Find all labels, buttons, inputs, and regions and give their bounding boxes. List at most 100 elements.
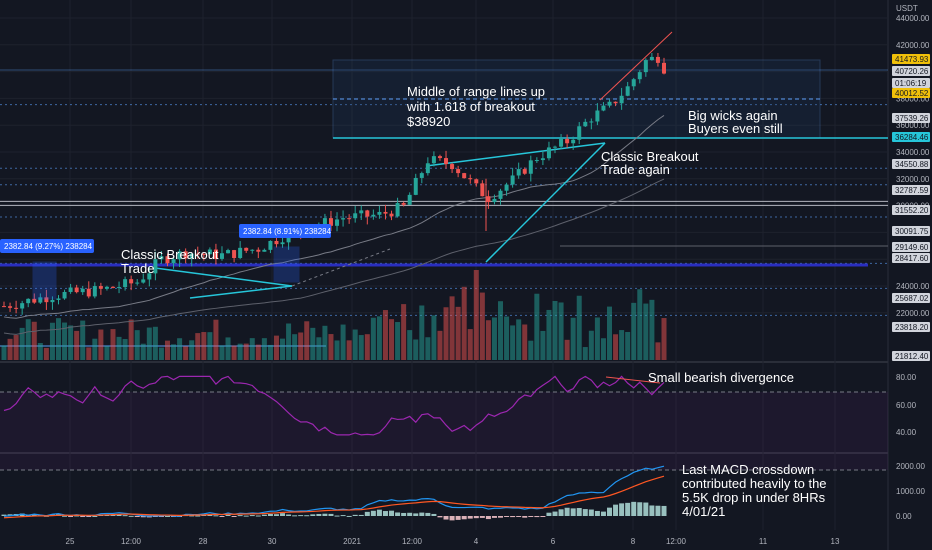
- candle-body: [643, 60, 648, 73]
- macd-histogram-bar: [110, 514, 116, 516]
- macd-histogram-bar: [600, 511, 606, 516]
- macd-histogram-bar: [558, 509, 564, 516]
- macd-histogram-bar: [310, 514, 316, 516]
- annotation-line: Classic Breakout: [601, 149, 699, 164]
- candle-body: [38, 297, 43, 303]
- candle-body: [492, 198, 497, 203]
- macd-histogram-bar: [116, 514, 122, 516]
- volume-bar: [219, 345, 225, 360]
- volume-bar: [370, 317, 376, 360]
- candle-body: [177, 251, 182, 260]
- annotation-line: Buyers even still: [688, 121, 783, 136]
- candle-body: [540, 158, 545, 161]
- volume-bar: [152, 326, 158, 360]
- volume-bar: [588, 330, 594, 360]
- price-tag-bg: [892, 132, 930, 142]
- candle-body: [250, 249, 255, 251]
- candle-body: [328, 218, 333, 226]
- volume-bar: [455, 306, 461, 360]
- volume-bar: [25, 319, 31, 360]
- macd-histogram-bar: [140, 516, 146, 518]
- measure-label-1[interactable]: 2382.84 (9.27%) 238284: [0, 239, 94, 253]
- volume-bar: [498, 301, 504, 360]
- macd-histogram-bar: [437, 516, 443, 518]
- time-tick-label: 8: [631, 537, 636, 546]
- candle-body: [371, 214, 376, 217]
- time-tick-label: 12:00: [666, 537, 687, 546]
- time-tick-label: 6: [551, 537, 556, 546]
- macd-histogram-bar: [637, 502, 643, 516]
- macd-histogram-bar: [619, 503, 625, 516]
- volume-bar: [62, 322, 68, 360]
- candle-body: [468, 178, 473, 180]
- time-tick-label: 12:00: [121, 537, 142, 546]
- price-tag-label: 01:06:19: [895, 79, 927, 88]
- macd-histogram-bar: [322, 513, 328, 516]
- trend-line-red: [599, 31, 673, 101]
- candle-body: [56, 298, 61, 300]
- measure-label-text: 2382.84 (8.91%) 238284: [243, 227, 332, 236]
- candle-body: [268, 240, 273, 250]
- candle-body: [565, 138, 570, 144]
- macd-histogram-bar: [613, 504, 619, 516]
- macd-histogram-bar: [631, 501, 637, 516]
- candle-body: [516, 169, 521, 176]
- volume-bar: [594, 317, 600, 360]
- macd-histogram-bar: [382, 511, 388, 516]
- volume-bar: [98, 329, 104, 360]
- volume-bar: [431, 315, 437, 360]
- volume-bar: [473, 270, 479, 360]
- measure-label-2[interactable]: 2382.84 (8.91%) 238284: [239, 224, 332, 238]
- macd-histogram-bar: [298, 515, 304, 517]
- volume-bar: [346, 340, 352, 360]
- rsi-tick-label: 60.00: [896, 401, 917, 410]
- macd-histogram-bar: [467, 516, 473, 519]
- macd-histogram-bar: [643, 502, 649, 516]
- signal-line: [3, 475, 665, 519]
- volume-bar: [146, 327, 152, 360]
- volume-bar: [86, 347, 92, 360]
- candle-body: [577, 126, 582, 140]
- macd-histogram-bar: [134, 516, 140, 517]
- candle-body: [213, 249, 218, 259]
- price-tag-label: 30091.75: [895, 227, 929, 236]
- volume-bar: [382, 310, 388, 360]
- candle-body: [631, 79, 636, 87]
- macd-histogram-bar: [195, 515, 201, 517]
- volume-bar: [340, 324, 346, 360]
- annotation-line: with 1.618 of breakout: [406, 99, 535, 114]
- divergence-line: [605, 376, 661, 384]
- candle-body: [474, 179, 479, 184]
- candle-body: [571, 139, 576, 144]
- rsi-line: [3, 375, 665, 436]
- price-tag-label: 36284.46: [895, 133, 929, 142]
- time-axis[interactable]: 25 12:00 28 30 2021 12:00 4 6 8 12:00 11 13: [66, 537, 840, 546]
- candle-body: [238, 247, 243, 258]
- candle-body: [662, 62, 666, 74]
- macd-histogram-bar: [510, 516, 516, 518]
- annotation-line: Big wicks again: [688, 108, 778, 123]
- volume-bar: [461, 286, 467, 360]
- macd-histogram-bar: [352, 514, 358, 516]
- volume-bar: [171, 344, 177, 360]
- price-tag: 01:06:19: [892, 78, 930, 88]
- macd-line: [3, 465, 665, 517]
- annotation-line: Trade: [121, 261, 154, 276]
- volume-bar: [613, 334, 619, 360]
- price-tag-label: 31552.20: [895, 206, 929, 215]
- price-tag-bg: [892, 351, 930, 361]
- macd-histogram-bar: [407, 512, 413, 516]
- volume-bar: [164, 340, 170, 360]
- price-tag-bg: [892, 113, 930, 123]
- candle-body: [8, 306, 13, 308]
- volume-bar: [92, 338, 98, 360]
- candle-body: [450, 164, 455, 170]
- candle-body: [498, 190, 503, 199]
- candle-body: [195, 253, 200, 255]
- volume-bar: [419, 305, 425, 360]
- macd-histogram-bar: [516, 516, 522, 517]
- ma-line-fast: [3, 114, 665, 319]
